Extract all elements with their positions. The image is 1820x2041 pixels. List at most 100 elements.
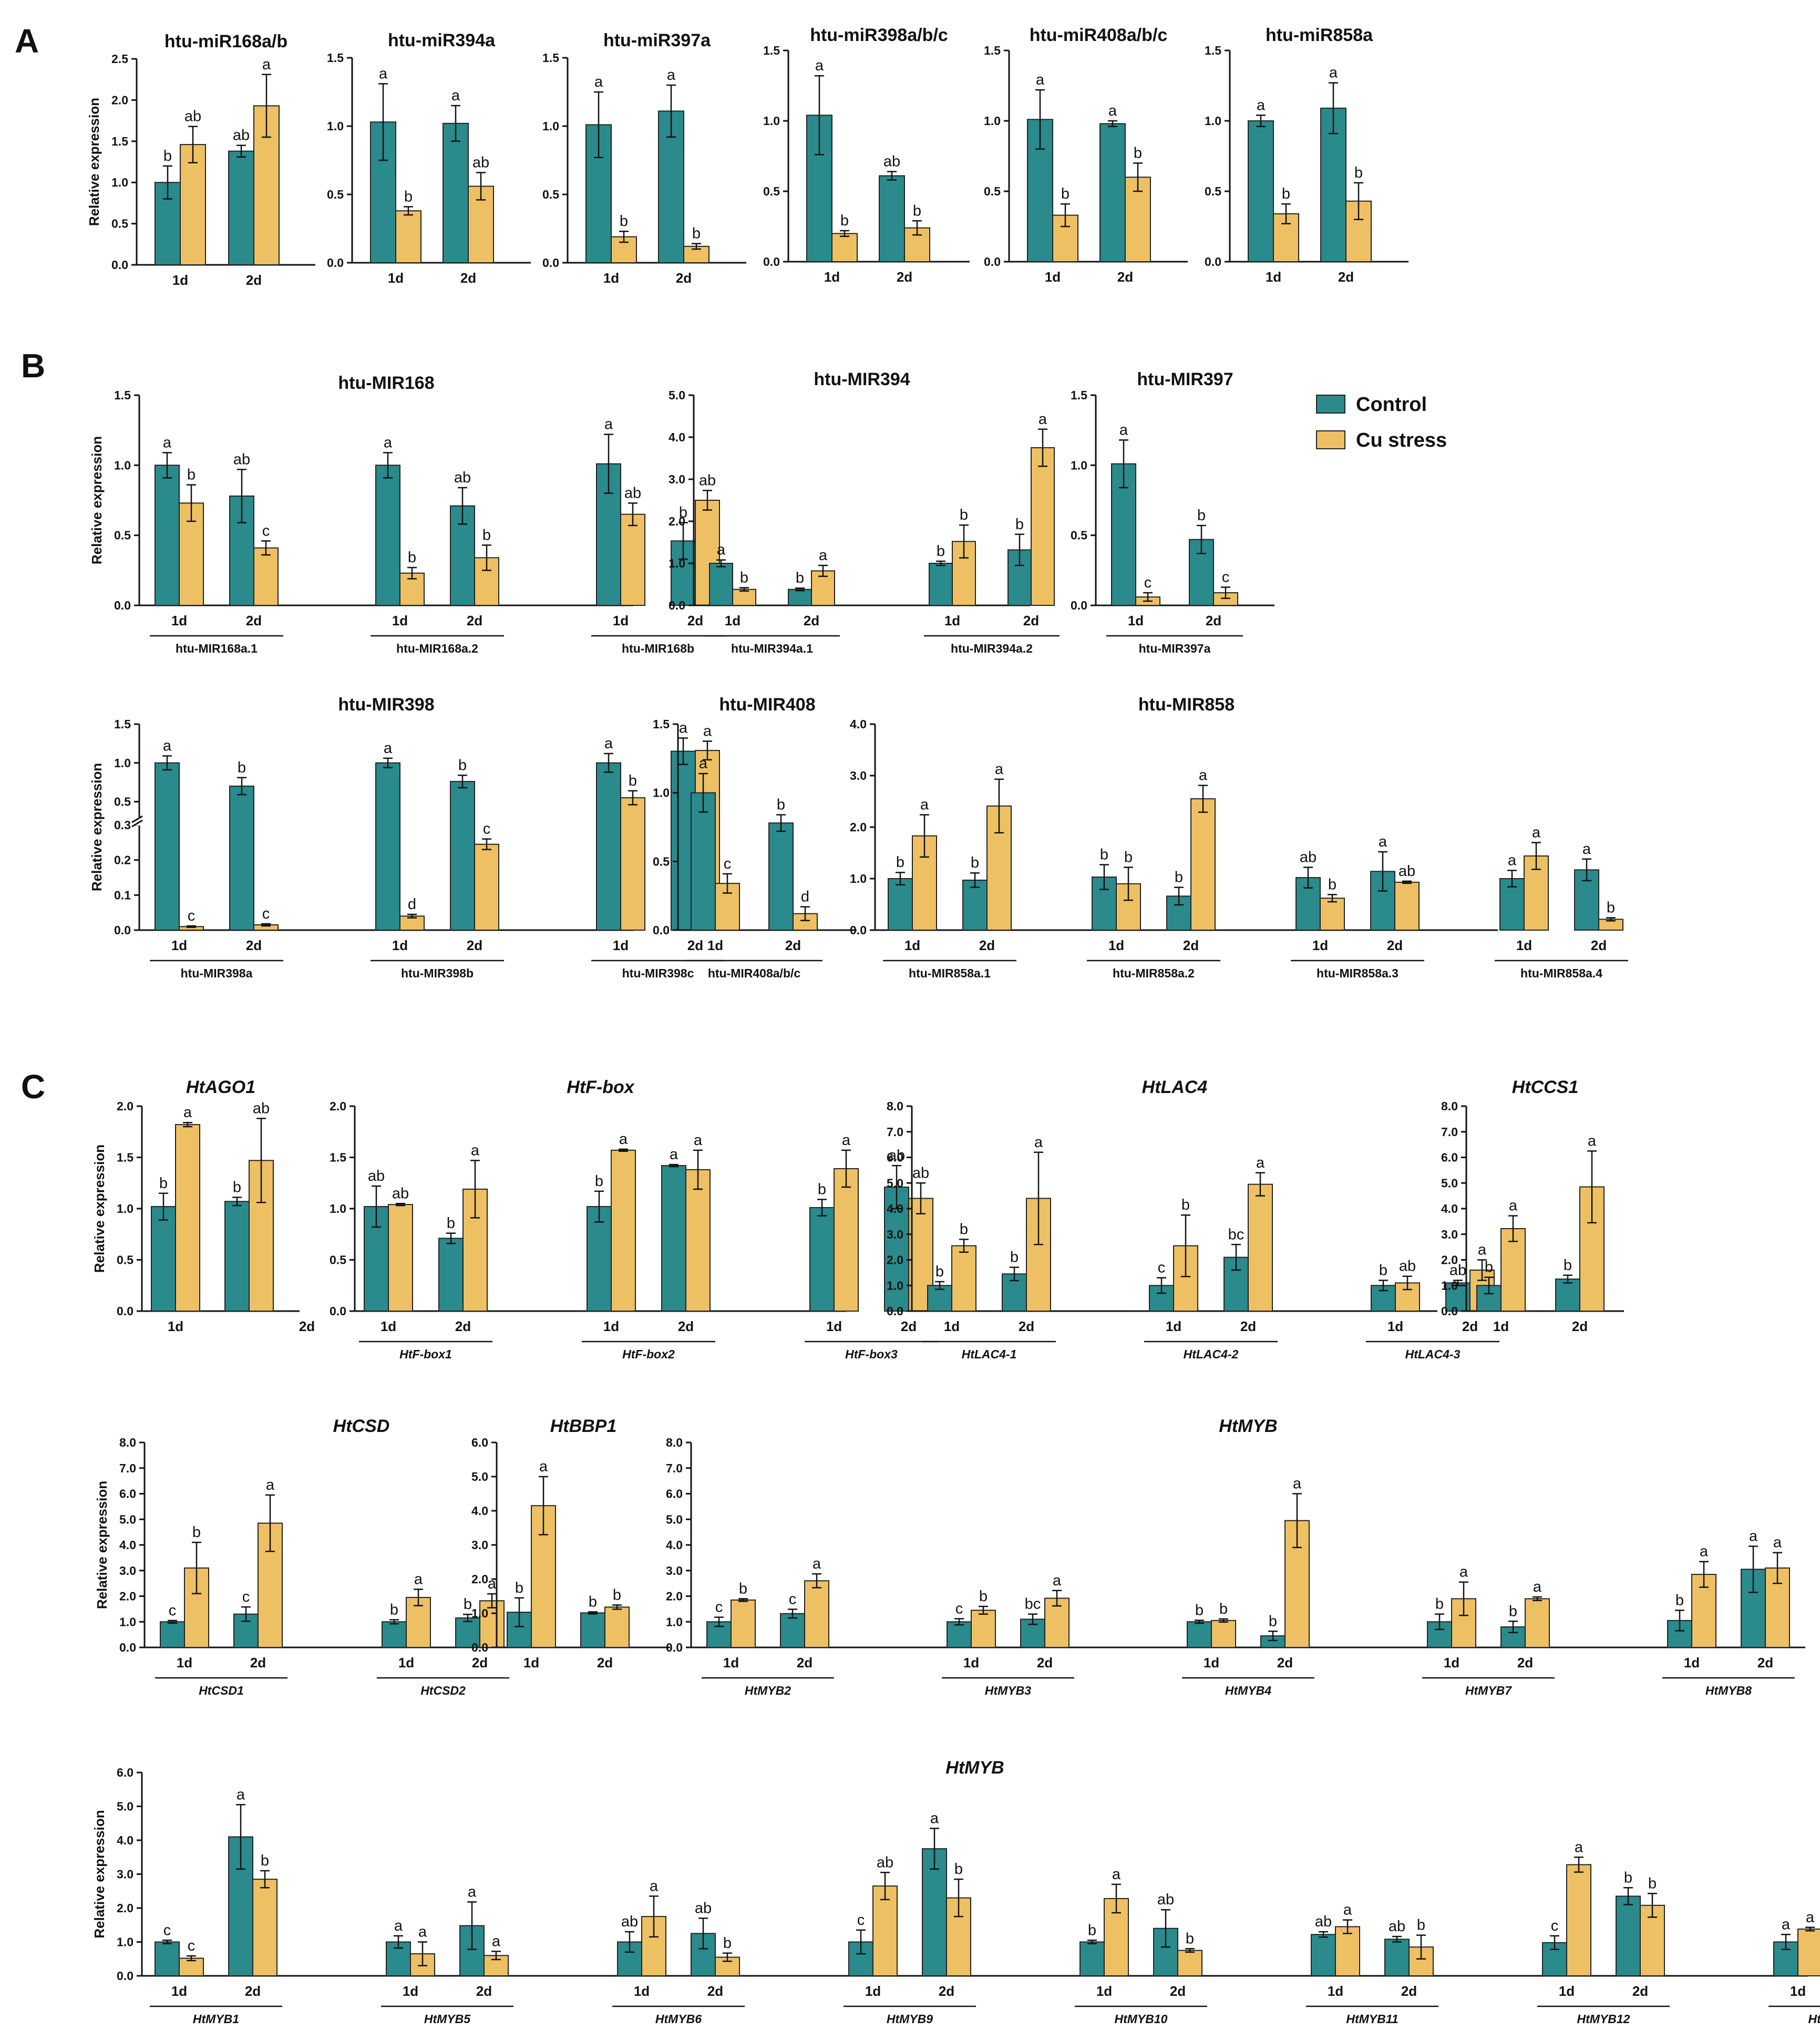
bar-control (155, 465, 180, 606)
chart-title: htu-miR168a/b (164, 32, 287, 51)
significance-label: ab (253, 1100, 270, 1117)
significance-label: a (694, 1132, 703, 1149)
y-tick-label: 3.0 (117, 1868, 133, 1881)
y-tick-label: 0.0 (119, 1641, 136, 1654)
y-tick-label: 0.0 (984, 255, 1001, 269)
y-tick-label: 3.0 (887, 1228, 903, 1241)
x-tick-label: 2d (467, 937, 482, 953)
bar-stress (611, 1149, 636, 1312)
bar-stress (872, 1885, 898, 1976)
x-tick-label: 2d (785, 937, 801, 953)
x-tick-label: 1d (1128, 613, 1144, 628)
bar-control (155, 762, 180, 931)
significance-label: b (192, 1524, 201, 1541)
significance-label: b (1124, 849, 1133, 865)
x-tick-label: 2d (472, 1655, 488, 1671)
y-tick-label: 0.0 (330, 1304, 346, 1318)
group-label: HtMYB6 (655, 2012, 702, 2026)
significance-label: a (451, 87, 460, 104)
significance-label: b (1379, 1262, 1387, 1279)
x-tick-label: 2d (901, 1318, 917, 1334)
bar-control (1099, 123, 1126, 263)
chart-title: htu-MIR858 (1138, 695, 1235, 715)
y-tick-label: 1.0 (119, 1615, 136, 1628)
significance-label: b (777, 796, 785, 813)
bar-control (1384, 1939, 1410, 1977)
significance-label: b (1010, 1249, 1019, 1266)
y-tick-label: 1.0 (666, 1615, 683, 1628)
y-tick-label: 1.0 (763, 114, 780, 128)
significance-label: b (1015, 516, 1024, 533)
x-tick-label: 2d (897, 269, 912, 285)
y-tick-label: 3.0 (850, 769, 867, 782)
y-tick-label: 1.5 (117, 1151, 133, 1164)
y-tick-label: 1.0 (117, 1202, 133, 1215)
significance-label: ab (454, 469, 471, 486)
y-tick-label: 0.5 (114, 795, 131, 809)
y-tick-label: 8.0 (666, 1436, 683, 1449)
x-tick-label: 1d (603, 1318, 619, 1334)
group-label: HtMYB9 (887, 2012, 933, 2026)
y-tick-label: 1.0 (114, 756, 131, 770)
significance-label: a (262, 56, 271, 73)
y-tick-label: 2.0 (330, 1099, 346, 1113)
y-tick-label: 0.0 (327, 256, 344, 270)
group-label: HtCSD1 (199, 1684, 244, 1697)
significance-label: a (418, 1924, 427, 1941)
x-tick-label: 2d (1757, 1655, 1773, 1671)
bar-stress (1525, 1598, 1550, 1648)
chart-C7: 0.01.02.03.04.05.06.07.08.0HtMYBcb1dca2d… (666, 1416, 1805, 1697)
significance-label: b (613, 1586, 621, 1603)
significance-label: ab (392, 1185, 409, 1202)
significance-label: a (1588, 1132, 1597, 1149)
y-tick-label: 8.0 (119, 1436, 136, 1449)
significance-label: b (159, 1175, 168, 1192)
chart-title: htu-MIR397 (1137, 369, 1233, 389)
x-tick-label: 1d (392, 613, 408, 628)
bar-stress (831, 233, 858, 262)
y-tick-label: 6.0 (117, 1766, 133, 1779)
x-tick-label: 1d (1108, 937, 1124, 953)
bar-stress (604, 1606, 630, 1648)
x-tick-label: 2d (676, 270, 692, 286)
y-tick-label: 2.0 (119, 1590, 136, 1603)
significance-label: b (818, 1181, 826, 1198)
chart-A3: 0.0 0.5 1.0 1.5 htu-miR397a a b 1d a b 2d (542, 30, 746, 286)
x-tick-label: 2d (1170, 1983, 1186, 1999)
y-tick-label: 5.0 (887, 1176, 903, 1190)
y-tick-label: 0.5 (111, 217, 128, 231)
x-tick-label: 1d (403, 1983, 418, 1999)
x-tick-label: 2d (1387, 937, 1403, 953)
y-tick-label: 0.1 (114, 888, 131, 902)
significance-label: b (515, 1580, 523, 1596)
significance-label: a (384, 434, 393, 451)
bar-control (228, 150, 254, 265)
significance-label: b (692, 225, 701, 242)
y-tick-label: 7.0 (887, 1125, 903, 1139)
x-tick-label: 2d (1206, 613, 1221, 628)
bar-control (580, 1612, 605, 1648)
significance-label: b (620, 213, 628, 230)
significance-label: b (1564, 1257, 1572, 1274)
significance-label: b (595, 1173, 603, 1190)
y-tick-label: 2.0 (669, 514, 685, 528)
chart-title: htu-MIR398 (338, 695, 434, 715)
chart-title: HtF-box (567, 1077, 635, 1097)
significance-label: b (896, 854, 904, 871)
significance-label: b (840, 212, 849, 229)
significance-label: b (1269, 1613, 1277, 1630)
significance-label: a (1293, 1476, 1302, 1492)
chart-title: htu-MIR408 (719, 695, 815, 715)
x-tick-label: 1d (723, 1655, 739, 1671)
significance-label: b (1134, 145, 1142, 161)
significance-label: ab (1399, 1258, 1416, 1275)
y-tick-label: 1.0 (327, 119, 344, 133)
significance-label: b (1181, 1197, 1190, 1213)
chart-C8: 0.0 1.0 2.0 3.0 4.0 5.0 6.0 HtMYB Relative expre… (91, 1758, 1820, 2026)
bar-control (229, 786, 254, 931)
y-tick-label: 3.0 (119, 1564, 136, 1578)
significance-label: a (650, 1878, 659, 1894)
group-label: HtMYB8 (1705, 1684, 1752, 1697)
significance-label: a (1343, 1902, 1352, 1919)
group-label: htu-MIR168a.2 (396, 642, 478, 655)
